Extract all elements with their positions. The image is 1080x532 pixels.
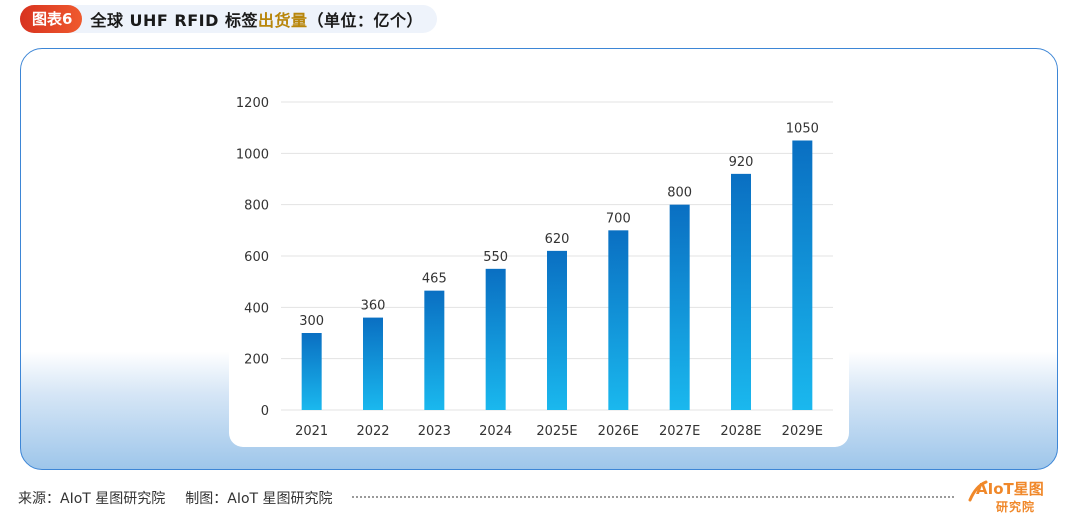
logo-line1: AIoT星图 xyxy=(976,480,1044,498)
y-tick-label: 200 xyxy=(244,353,269,368)
x-tick-label: 2021 xyxy=(295,424,328,439)
bar-2021 xyxy=(301,333,322,410)
title-suffix: （单位：亿个） xyxy=(307,11,423,30)
bar-2024 xyxy=(485,268,506,410)
x-tick-label: 2023 xyxy=(418,424,451,439)
y-tick-label: 0 xyxy=(261,404,269,419)
data-label-2025E: 620 xyxy=(545,232,570,247)
y-tick-label: 1000 xyxy=(236,147,269,162)
bar-chart: 0 200 400 600 800 1000 1200 300 2021 360 2022 465 2… xyxy=(236,96,833,439)
data-label-2028E: 920 xyxy=(729,155,754,170)
x-tick-label: 2022 xyxy=(356,424,389,439)
x-tick-label: 2029E xyxy=(782,424,823,439)
x-tick-label: 2026E xyxy=(598,424,639,439)
bar-2023 xyxy=(424,290,445,410)
aiot-logo: AIoT星图 研究院 xyxy=(968,478,1058,518)
data-label-2027E: 800 xyxy=(667,186,692,201)
y-tick-label: 800 xyxy=(244,199,269,214)
chart-panel: 0 200 400 600 800 1000 1200 300 2021 360 2022 465 2… xyxy=(229,57,849,447)
bar-2025E xyxy=(547,250,567,410)
logo-line2: 研究院 xyxy=(996,500,1036,514)
bar-2022 xyxy=(363,317,383,410)
bar-2028E xyxy=(731,173,751,410)
x-tick-label: 2024 xyxy=(479,424,512,439)
footer: 来源：AIoT 星图研究院 制图：AIoT 星图研究院 xyxy=(18,488,333,508)
title-highlight: 出货量 xyxy=(257,11,308,30)
logo-swoosh-icon xyxy=(968,480,988,502)
data-label-2021: 300 xyxy=(299,314,324,329)
bar-2026E xyxy=(608,230,629,410)
figure-title-bar: 图表6 全球 UHF RFID 标签出货量（单位：亿个） xyxy=(20,5,437,33)
title-prefix: 全球 UHF RFID 标签 xyxy=(90,11,258,30)
x-tick-label: 2028E xyxy=(720,424,761,439)
figure-title: 全球 UHF RFID 标签出货量（单位：亿个） xyxy=(90,7,423,31)
source-text: 来源：AIoT 星图研究院 xyxy=(18,491,166,507)
x-tick-label: 2025E xyxy=(536,424,577,439)
data-label-2024: 550 xyxy=(483,250,508,265)
footer-dotted-line xyxy=(352,496,954,498)
chart-card: 0 200 400 600 800 1000 1200 300 2021 360 2022 465 2… xyxy=(20,48,1058,470)
data-label-2023: 465 xyxy=(422,272,447,287)
bar-2027E xyxy=(669,204,690,410)
x-tick-label: 2027E xyxy=(659,424,700,439)
figure-badge: 图表6 xyxy=(20,5,83,33)
bar-2029E xyxy=(792,140,813,410)
data-label-2022: 360 xyxy=(361,299,386,314)
data-label-2029E: 1050 xyxy=(786,122,819,137)
maker-text: 制图：AIoT 星图研究院 xyxy=(185,491,333,507)
y-tick-label: 600 xyxy=(244,250,269,265)
data-label-2026E: 700 xyxy=(606,211,631,226)
y-tick-label: 1200 xyxy=(236,96,269,111)
y-tick-label: 400 xyxy=(244,301,269,316)
